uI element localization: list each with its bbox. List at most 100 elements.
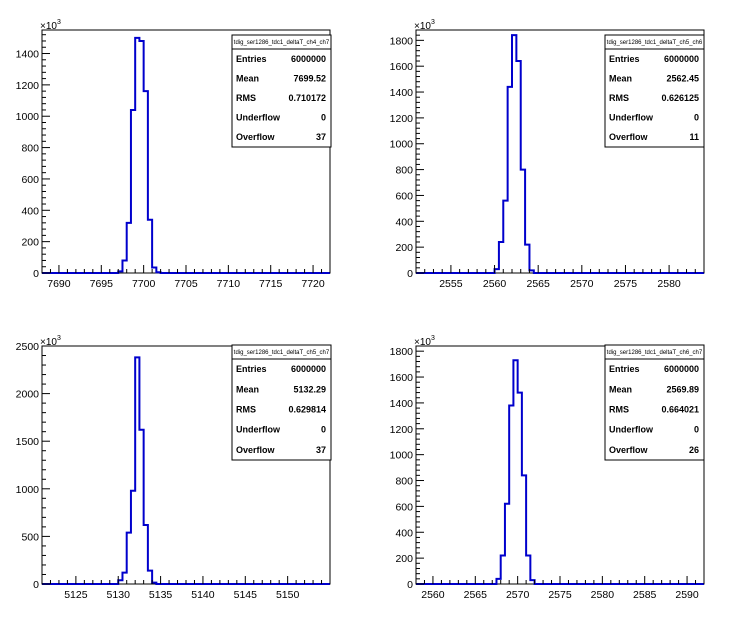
stats-label: RMS xyxy=(236,405,256,415)
y-exponent-power: 3 xyxy=(57,19,61,26)
y-tick-label: 2000 xyxy=(16,389,40,401)
x-tick-label: 2580 xyxy=(657,278,681,290)
x-tick-label: 7700 xyxy=(132,278,156,290)
y-tick-label: 0 xyxy=(33,268,39,280)
stats-value: 2562.45 xyxy=(666,73,699,83)
x-tick-label: 5135 xyxy=(149,589,173,601)
y-tick-label: 1800 xyxy=(390,346,414,358)
x-tick-label: 2560 xyxy=(421,589,445,601)
histogram-panel: 5125 5130 5135 5140 5145 5150 0 500 1000 1500 2000… xyxy=(16,335,332,601)
y-tick-label: 1400 xyxy=(390,398,414,410)
y-tick-label: 800 xyxy=(395,165,413,177)
y-tick-label: 1200 xyxy=(390,113,414,125)
stats-box: tdig_ser1286_tdc1_deltaT_ch5_ch6 Entries 6… xyxy=(604,34,705,148)
x-tick-label: 5130 xyxy=(107,589,131,601)
x-tick-label: 2555 xyxy=(439,278,463,290)
histogram-panel: 2555 2560 2565 2570 2575 25800200400600800100… xyxy=(390,19,705,290)
x-tick-label: 7695 xyxy=(90,278,114,290)
stats-label: Underflow xyxy=(236,113,281,123)
y-tick-label: 200 xyxy=(21,237,39,249)
y-tick-label: 600 xyxy=(21,174,39,186)
stats-label: Entries xyxy=(236,364,267,374)
y-tick-label: 600 xyxy=(395,501,413,513)
x-tick-label: 2575 xyxy=(548,589,572,601)
stats-value: 37 xyxy=(316,132,326,142)
y-tick-label: 1400 xyxy=(16,49,40,61)
histogram-title: tdig_ser1286_tdc1_deltaT_ch5_ch7 xyxy=(234,350,330,356)
x-tick-label: 2580 xyxy=(591,589,615,601)
y-exponent-label: ×103 xyxy=(414,335,435,348)
stats-value: 0 xyxy=(321,113,326,123)
histogram-title: tdig_ser1286_tdc1_deltaT_ch4_ch7 xyxy=(234,40,330,46)
stats-value: 26 xyxy=(689,445,699,455)
x-tick-label: 5145 xyxy=(234,589,258,601)
x-tick-label: 2575 xyxy=(614,278,638,290)
stats-value: 0.664021 xyxy=(661,405,699,415)
x-tick-label: 5125 xyxy=(64,589,88,601)
y-tick-label: 800 xyxy=(395,476,413,488)
y-tick-label: 0 xyxy=(407,579,413,591)
stats-label: Entries xyxy=(609,54,640,64)
y-tick-label: 1000 xyxy=(390,139,414,151)
y-exponent-times: × xyxy=(414,21,420,32)
stats-value: 0 xyxy=(321,425,326,435)
stats-value: 2569.89 xyxy=(666,384,699,394)
y-exponent-times: × xyxy=(40,21,46,32)
stats-value: 0.626125 xyxy=(661,93,699,103)
y-tick-label: 1500 xyxy=(16,436,40,448)
histogram-title: tdig_ser1286_tdc1_deltaT_ch5_ch6 xyxy=(607,40,703,46)
stats-label: Overflow xyxy=(609,132,649,142)
y-tick-label: 1000 xyxy=(16,111,40,123)
x-tick-label: 2590 xyxy=(675,589,699,601)
y-tick-label: 1600 xyxy=(390,61,414,73)
stats-label: Underflow xyxy=(609,113,654,123)
stats-value: 37 xyxy=(316,445,326,455)
stats-box-frame xyxy=(604,34,705,148)
y-exponent-label: ×103 xyxy=(414,19,435,32)
y-exponent-label: ×103 xyxy=(40,335,61,348)
x-tick-label: 2570 xyxy=(570,278,594,290)
y-tick-label: 1600 xyxy=(390,372,414,384)
stats-value: 6000000 xyxy=(291,364,326,374)
stats-value: 0.629814 xyxy=(288,405,326,415)
histogram-series xyxy=(42,356,330,585)
stats-label: Entries xyxy=(609,364,640,374)
y-tick-label: 1000 xyxy=(16,484,40,496)
x-tick-label: 2585 xyxy=(633,589,657,601)
y-tick-label: 200 xyxy=(395,553,413,565)
y-tick-label: 400 xyxy=(395,216,413,228)
x-tick-label: 2560 xyxy=(483,278,507,290)
y-tick-label: 1800 xyxy=(390,35,414,47)
stats-label: RMS xyxy=(236,93,256,103)
stats-label: Overflow xyxy=(609,445,649,455)
y-tick-label: 1200 xyxy=(390,424,414,436)
histogram-series xyxy=(416,359,704,585)
stats-box: tdig_ser1286_tdc1_deltaT_ch4_ch7 Entries 6… xyxy=(231,34,332,148)
y-tick-label: 500 xyxy=(21,531,39,543)
stats-label: RMS xyxy=(609,405,629,415)
stats-box: tdig_ser1286_tdc1_deltaT_ch6_ch7 Entries 6… xyxy=(604,344,705,461)
stats-label: Underflow xyxy=(609,425,654,435)
histogram-panel: 2560 2565 2570 2575 2580 2585 2590 0 200 400 600 80… xyxy=(390,335,705,601)
stats-box: tdig_ser1286_tdc1_deltaT_ch5_ch7 Entries 6… xyxy=(231,344,332,461)
stats-value: 5132.29 xyxy=(293,384,326,394)
y-exponent-label: ×103 xyxy=(40,19,61,32)
stats-value: 0 xyxy=(694,113,699,123)
stats-label: Mean xyxy=(609,384,632,394)
x-tick-label: 2565 xyxy=(464,589,488,601)
stats-label: Mean xyxy=(236,73,259,83)
y-tick-label: 200 xyxy=(395,242,413,254)
y-tick-label: 600 xyxy=(395,190,413,202)
histogram-series xyxy=(416,34,704,274)
y-exponent-base: 10 xyxy=(420,337,432,348)
stats-value: 0 xyxy=(694,425,699,435)
y-tick-label: 1000 xyxy=(390,450,414,462)
y-tick-label: 0 xyxy=(407,268,413,280)
histogram-panel: 7690 7695 7700 7705 7710 7715 7720 0 200 400 600 80… xyxy=(16,19,332,290)
stats-value: 6000000 xyxy=(664,54,699,64)
x-tick-label: 7715 xyxy=(259,278,283,290)
stats-label: Overflow xyxy=(236,445,276,455)
histogram-series xyxy=(42,36,330,274)
x-tick-label: 2570 xyxy=(506,589,530,601)
